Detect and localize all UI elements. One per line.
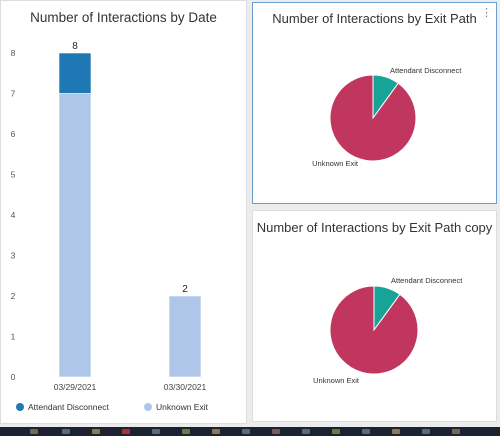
pie-chart-panel-1[interactable]: Number of Interactions by Exit Path ⋮ At… xyxy=(252,2,497,204)
pie-slice xyxy=(329,74,417,162)
taskbar-app-icon[interactable] xyxy=(452,429,460,434)
pie-label: Attendant Disconnect xyxy=(390,66,462,75)
taskbar-app-icon[interactable] xyxy=(422,429,430,434)
taskbar-app-icon[interactable] xyxy=(212,429,220,434)
pie-chart-panel-2[interactable]: Number of Interactions by Exit Path copy… xyxy=(252,210,497,422)
pie-label: Unknown Exit xyxy=(312,159,359,168)
y-tick-label: 6 xyxy=(11,129,16,139)
pie-chart-2: Attendant Disconnect Unknown Exit xyxy=(313,276,463,385)
bar-segment xyxy=(58,93,92,378)
y-tick-label: 1 xyxy=(11,332,16,342)
y-tick-label: 4 xyxy=(11,210,16,220)
pie-chart-1-title: Number of Interactions by Exit Path xyxy=(272,11,477,26)
taskbar-app-icon[interactable] xyxy=(332,429,340,434)
taskbar-app-icon[interactable] xyxy=(392,429,400,434)
legend-marker xyxy=(144,403,152,411)
taskbar xyxy=(0,427,500,436)
bar-chart: 0 1 2 3 4 5 6 7 8 8 03/29/2021 2 03/30/2021 Attendant… xyxy=(11,41,209,412)
taskbar-app-icon[interactable] xyxy=(30,429,38,434)
y-tick-label: 2 xyxy=(11,291,16,301)
y-tick-label: 5 xyxy=(11,170,16,180)
taskbar-app-icon[interactable] xyxy=(122,429,130,434)
bar-segment xyxy=(58,52,92,94)
taskbar-app-icon[interactable] xyxy=(62,429,70,434)
bar-total-label: 8 xyxy=(72,41,78,52)
bar-chart-title: Number of Interactions by Date xyxy=(30,10,217,25)
pie-label: Unknown Exit xyxy=(313,376,360,385)
bar-segment xyxy=(168,295,202,378)
legend-label: Unknown Exit xyxy=(156,402,209,412)
bar-chart-panel: Number of Interactions by Date 0 1 2 3 4 5 6 7 8… xyxy=(0,0,247,424)
y-tick-label: 0 xyxy=(11,372,16,382)
pie-chart-1: Attendant Disconnect Unknown Exit xyxy=(312,66,462,168)
taskbar-app-icon[interactable] xyxy=(362,429,370,434)
more-options-icon[interactable]: ⋮ xyxy=(481,7,492,19)
pie-slice xyxy=(329,285,419,375)
taskbar-app-icon[interactable] xyxy=(302,429,310,434)
taskbar-app-icon[interactable] xyxy=(242,429,250,434)
y-tick-label: 8 xyxy=(11,48,16,58)
pie-chart-2-title: Number of Interactions by Exit Path copy xyxy=(256,220,493,235)
x-tick-label: 03/30/2021 xyxy=(164,382,207,392)
x-tick-label: 03/29/2021 xyxy=(54,382,97,392)
y-tick-label: 3 xyxy=(11,251,16,261)
bar-total-label: 2 xyxy=(182,284,188,295)
taskbar-app-icon[interactable] xyxy=(152,429,160,434)
y-tick-label: 7 xyxy=(11,89,16,99)
legend-label: Attendant Disconnect xyxy=(28,402,109,412)
pie-label: Attendant Disconnect xyxy=(391,276,463,285)
taskbar-app-icon[interactable] xyxy=(92,429,100,434)
taskbar-app-icon[interactable] xyxy=(272,429,280,434)
legend-marker xyxy=(16,403,24,411)
taskbar-app-icon[interactable] xyxy=(182,429,190,434)
